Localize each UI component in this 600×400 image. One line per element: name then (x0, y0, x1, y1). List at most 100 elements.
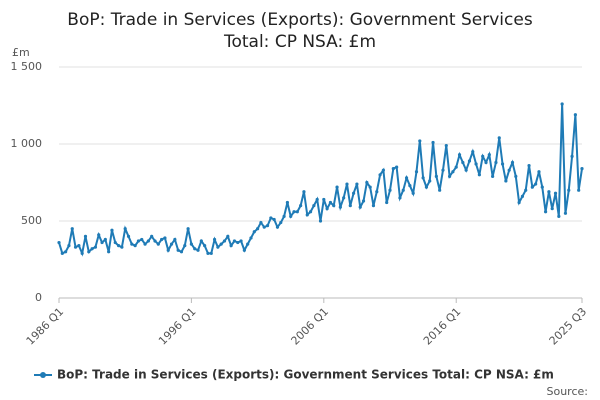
point (282, 214, 286, 218)
point (557, 214, 561, 218)
point (391, 167, 395, 171)
point (537, 170, 541, 174)
point (123, 227, 127, 231)
point (206, 251, 210, 255)
point (186, 227, 190, 231)
point (381, 168, 385, 172)
point (120, 245, 124, 249)
point (160, 237, 164, 242)
point (203, 244, 207, 248)
point (57, 240, 61, 245)
point (226, 234, 230, 238)
point (289, 214, 293, 218)
point (547, 190, 551, 194)
point (209, 251, 213, 255)
point (428, 179, 432, 183)
point (236, 240, 240, 245)
y-unit: £m (12, 46, 30, 59)
point (285, 200, 289, 205)
point (365, 180, 369, 185)
point (477, 173, 481, 177)
point (212, 237, 217, 242)
point (100, 240, 104, 245)
point (265, 224, 270, 228)
point (176, 248, 180, 252)
point (113, 240, 117, 245)
x-tick-label: 1996 Q1 (156, 305, 199, 348)
point (299, 204, 303, 208)
point (494, 160, 498, 165)
y-tick-label: 500 (21, 214, 42, 227)
point (500, 162, 505, 166)
point (514, 174, 518, 178)
point (269, 216, 273, 220)
point (332, 204, 336, 208)
point (80, 251, 84, 255)
point (93, 245, 98, 249)
point (447, 174, 452, 178)
chart-title: BoP: Trade in Services (Exports): Govern… (67, 10, 533, 30)
point (573, 113, 577, 117)
point (239, 239, 243, 243)
y-tick-label: 1 500 (11, 60, 43, 73)
point (461, 160, 465, 165)
point (352, 191, 356, 195)
point (193, 247, 197, 251)
point (464, 168, 468, 172)
x-tick-label: 1986 Q1 (24, 305, 67, 348)
point (322, 197, 326, 202)
point (378, 173, 382, 177)
point (229, 244, 233, 248)
point (308, 210, 313, 214)
point (103, 237, 107, 242)
point (318, 219, 323, 223)
source: Source: (547, 385, 589, 398)
point (83, 234, 88, 238)
point (563, 211, 568, 215)
point (543, 210, 548, 214)
point (368, 185, 372, 189)
point (371, 204, 376, 208)
point (312, 204, 316, 208)
point (580, 167, 584, 171)
point (173, 237, 177, 242)
point (272, 217, 276, 222)
legend-label: BoP: Trade in Services (Exports): Govern… (57, 368, 554, 382)
point (474, 162, 478, 166)
point (246, 242, 250, 246)
point (520, 194, 525, 198)
x-tick-label: 2016 Q1 (421, 305, 464, 348)
point (116, 244, 121, 248)
point (130, 242, 134, 246)
point (305, 213, 309, 217)
point (196, 248, 200, 252)
point (567, 188, 571, 192)
point (467, 159, 472, 163)
point (199, 239, 203, 243)
point (451, 170, 455, 174)
point (189, 242, 194, 246)
point (471, 150, 475, 154)
point (497, 136, 501, 140)
point (242, 248, 246, 252)
point (279, 220, 283, 225)
point (358, 205, 362, 209)
point (169, 242, 174, 246)
point (524, 188, 528, 192)
point (97, 233, 101, 237)
x-tick-label: 2006 Q1 (289, 305, 332, 348)
y-tick-label: 1 000 (11, 137, 43, 150)
point (302, 190, 306, 194)
point (361, 199, 366, 203)
point (126, 234, 131, 238)
point (560, 102, 564, 106)
point (166, 248, 170, 252)
point (510, 160, 515, 165)
point (404, 176, 409, 180)
point (90, 247, 94, 251)
point (73, 245, 78, 249)
point (517, 200, 521, 205)
point (345, 182, 349, 186)
point (143, 242, 147, 246)
point (222, 239, 227, 243)
